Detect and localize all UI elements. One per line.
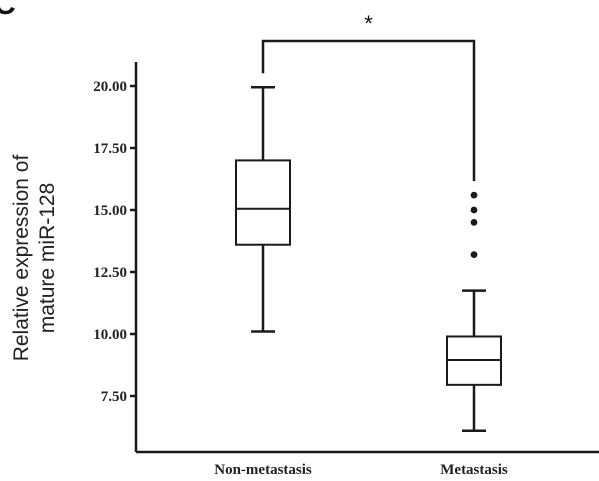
y-tick-label: 17.50 [93, 141, 127, 157]
box-2-outlier-point [470, 191, 478, 199]
x-category-label: Metastasis [440, 462, 508, 478]
box-1-iqr-box [235, 159, 291, 246]
y-tick-label: 15.00 [93, 203, 127, 219]
y-tick-label: 10.00 [93, 327, 127, 343]
y-tick-label: 20.00 [93, 79, 127, 95]
y-axis-title-line-2: mature miR-128 [36, 183, 59, 334]
box-2-outlier-point [470, 251, 478, 259]
y-axis-title-line-1: Relative expression of [10, 155, 33, 362]
significance-marker: * [364, 11, 373, 36]
y-tick-label: 12.50 [93, 265, 127, 281]
significance-bracket [261, 39, 476, 182]
plot-area: 7.50 10.00 12.50 15.00 17.50 20.00 Non-metasta… [93, 11, 599, 478]
y-axis-title: Relative expression of mature miR-128 [10, 155, 59, 362]
y-tick-label: 7.50 [101, 389, 127, 405]
x-category-label: Non-metastasis [214, 462, 312, 478]
panel-letter: C [0, 0, 16, 21]
box-2-outlier-point [470, 206, 478, 214]
box-2-outlier-point [470, 219, 478, 226]
